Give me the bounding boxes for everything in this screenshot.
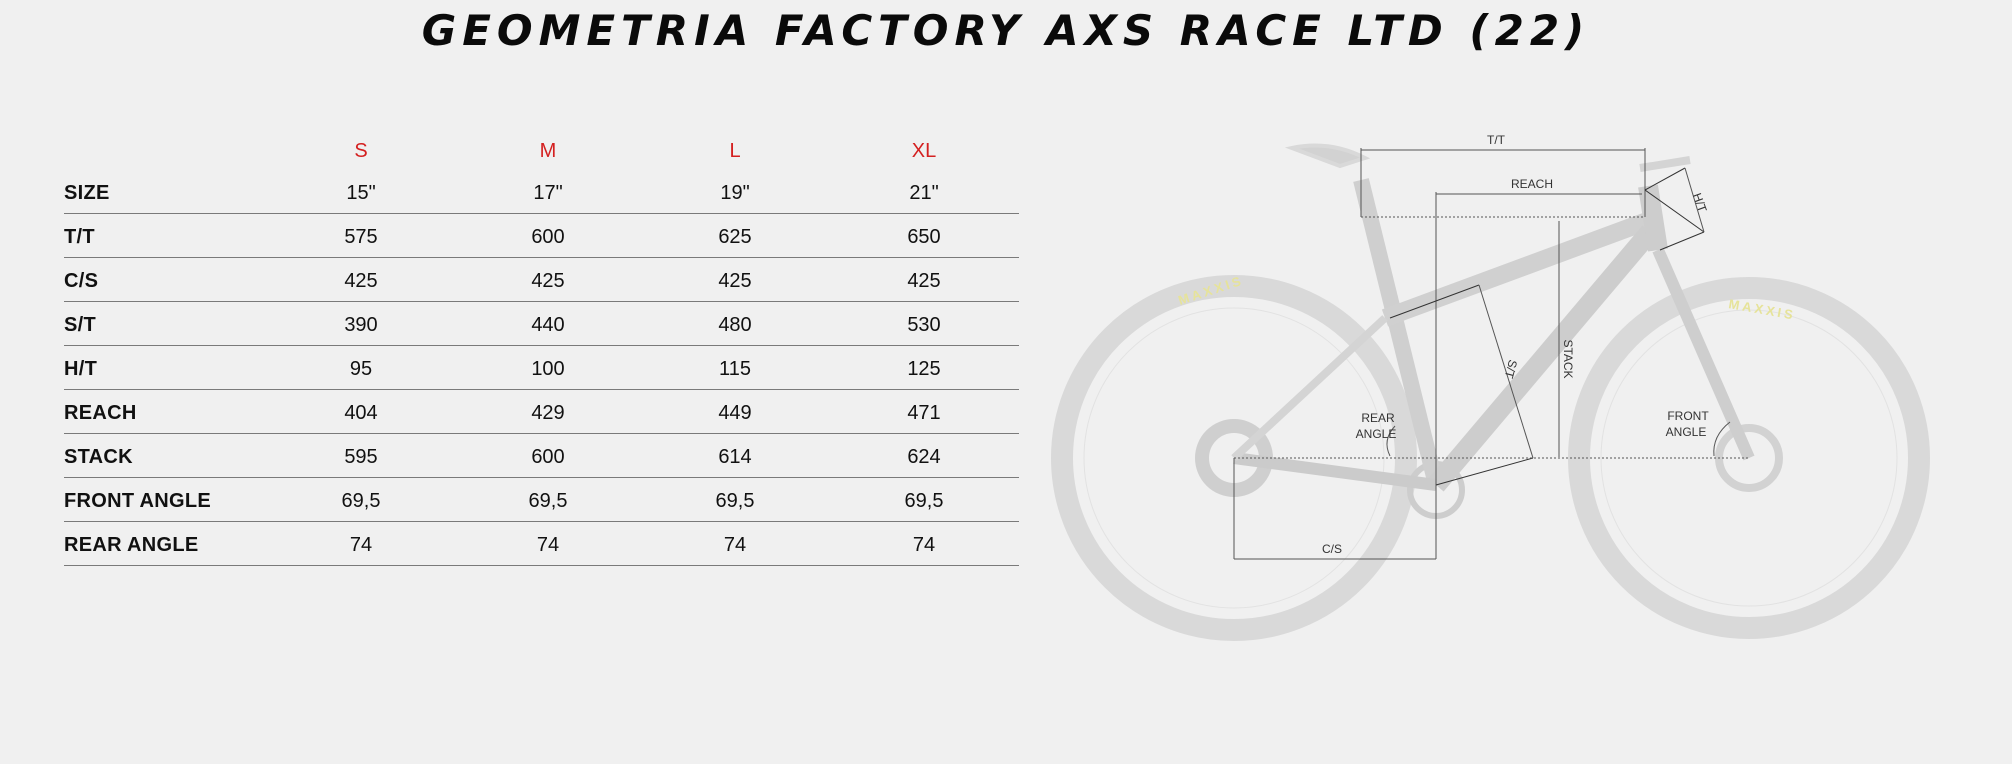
table-cell: 624	[907, 446, 941, 468]
table-row: FRONT ANGLE 69,5 69,5 69,5 69,5	[64, 478, 1019, 522]
size-header: M	[539, 140, 557, 162]
table-cell: 425	[907, 270, 941, 292]
table-row: REAR ANGLE 74 74 74 74	[64, 522, 1019, 566]
table-cell: 625	[718, 226, 752, 248]
page-title: GEOMETRIA FACTORY AXS RACE LTD (22)	[421, 6, 1591, 55]
size-header: L	[729, 140, 741, 162]
cs-label: C/S	[1322, 542, 1342, 556]
table-cell: 69,5	[341, 490, 381, 512]
row-label: T/T	[64, 226, 95, 248]
st-label: S/T	[1502, 358, 1521, 380]
table-cell: 69,5	[904, 490, 944, 512]
table-cell: 575	[344, 226, 378, 248]
front-angle-label: FRONT	[1667, 409, 1709, 423]
table-cell: 74	[723, 534, 747, 556]
table-cell: 390	[344, 314, 378, 336]
table-cell: 429	[531, 402, 565, 424]
geometry-table: S M L XL SIZE 15" 17" 19" 21" T/T 575 600 625 650…	[64, 128, 1019, 566]
dimension-lines	[1233, 148, 1749, 560]
table-cell: 69,5	[528, 490, 568, 512]
table-cell: 17"	[533, 182, 563, 204]
table-cell: 15"	[346, 182, 376, 204]
table-cell: 425	[344, 270, 378, 292]
rear-angle-label: REAR	[1361, 411, 1395, 425]
front-angle-label: ANGLE	[1666, 425, 1707, 439]
table-row: T/T 575 600 625 650	[64, 214, 1019, 258]
table-cell: 614	[718, 446, 752, 468]
bike-image	[1051, 143, 1930, 641]
stack-label: STACK	[1561, 339, 1575, 378]
table-cell: 530	[907, 314, 941, 336]
row-label: REAR ANGLE	[64, 534, 199, 556]
table-cell: 74	[912, 534, 936, 556]
table-cell: 595	[344, 446, 378, 468]
table-cell: 440	[531, 314, 565, 336]
table-cell: 74	[349, 534, 373, 556]
row-label: H/T	[64, 358, 98, 380]
table-cell: 480	[718, 314, 752, 336]
table-cell: 95	[349, 358, 373, 380]
reach-label: REACH	[1511, 177, 1553, 191]
table-row: SIZE 15" 17" 19" 21"	[64, 170, 1019, 214]
table-cell: 650	[907, 226, 941, 248]
table-cell: 74	[536, 534, 560, 556]
row-label: C/S	[64, 270, 99, 292]
table-cell: 449	[718, 402, 752, 424]
table-row: REACH 404 429 449 471	[64, 390, 1019, 434]
row-label: REACH	[64, 402, 137, 424]
tt-label: T/T	[1487, 133, 1506, 147]
table-cell: 425	[531, 270, 565, 292]
row-label: STACK	[64, 446, 133, 468]
table-cell: 425	[718, 270, 752, 292]
table-cell: 600	[531, 446, 565, 468]
table-cell: 471	[907, 402, 941, 424]
table-cell: 19"	[720, 182, 750, 204]
table-row: STACK 595 600 614 624	[64, 434, 1019, 478]
table-cell: 100	[531, 358, 565, 380]
ht-label: H/T	[1690, 191, 1710, 215]
table-cell: 69,5	[715, 490, 755, 512]
table-row: C/S 425 425 425 425	[64, 258, 1019, 302]
row-label: S/T	[64, 314, 97, 336]
size-header-row: S M L XL	[64, 128, 1019, 170]
rear-angle-label: ANGLE	[1356, 427, 1397, 441]
row-label: FRONT ANGLE	[64, 490, 211, 512]
size-header: S	[354, 140, 368, 162]
row-label: SIZE	[64, 182, 110, 204]
table-cell: 125	[907, 358, 941, 380]
table-row: S/T 390 440 480 530	[64, 302, 1019, 346]
table-cell: 600	[531, 226, 565, 248]
table-cell: 115	[719, 358, 751, 380]
size-header: XL	[911, 140, 937, 162]
table-cell: 404	[344, 402, 378, 424]
table-cell: 21"	[909, 182, 939, 204]
table-row: H/T 95 100 115 125	[64, 346, 1019, 390]
